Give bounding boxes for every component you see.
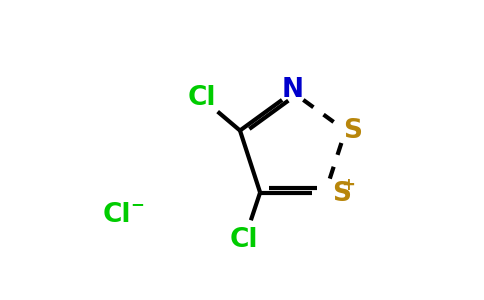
Text: S: S	[343, 118, 362, 143]
Text: S: S	[332, 181, 351, 207]
Text: Cl: Cl	[103, 202, 131, 228]
Text: Cl: Cl	[187, 85, 216, 111]
Text: −: −	[130, 195, 144, 213]
Text: Cl: Cl	[230, 227, 258, 253]
Text: +: +	[341, 176, 355, 194]
Text: N: N	[282, 77, 304, 103]
